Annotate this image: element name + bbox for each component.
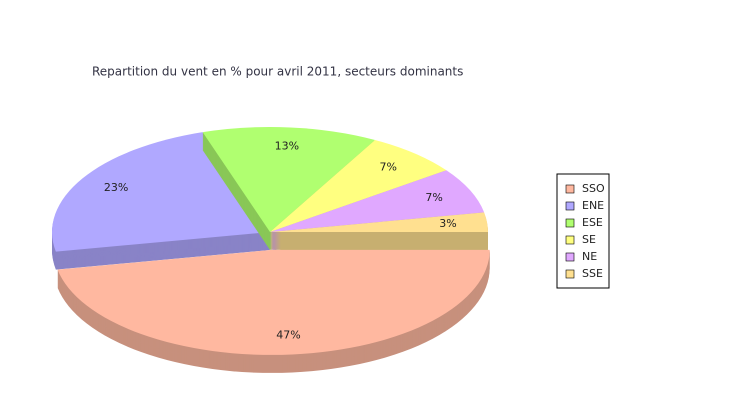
slice bbox=[57, 249, 490, 355]
slice-label: 47% bbox=[276, 329, 300, 342]
legend-label: ESE bbox=[582, 216, 603, 229]
legend-label: SE bbox=[582, 233, 596, 246]
slice bbox=[270, 170, 485, 232]
legend-swatch bbox=[565, 235, 575, 245]
legend-swatch bbox=[565, 218, 575, 228]
legend-swatch bbox=[565, 269, 575, 279]
slice-label: 23% bbox=[104, 181, 128, 194]
slice-label: 3% bbox=[439, 217, 456, 230]
slice bbox=[270, 139, 447, 232]
slice-label: 7% bbox=[379, 160, 396, 173]
legend-label: ENE bbox=[582, 199, 604, 212]
pie: 47% 23% 13% 7% 7% 3% bbox=[51, 127, 490, 373]
legend-swatch bbox=[565, 201, 575, 211]
legend-swatch bbox=[565, 252, 575, 262]
chart-title: Repartition du vent en % pour avril 2011… bbox=[92, 65, 463, 79]
legend: SSO ENE ESE SE NE SSE bbox=[565, 182, 605, 280]
slice bbox=[270, 212, 488, 232]
legend-box bbox=[556, 173, 610, 289]
slice-label: 7% bbox=[425, 191, 442, 204]
slice-label: 13% bbox=[275, 139, 299, 152]
legend-label: NE bbox=[582, 250, 597, 263]
slice bbox=[202, 127, 376, 232]
legend-swatch bbox=[565, 184, 575, 194]
legend-label: SSO bbox=[582, 182, 605, 195]
legend-label: SSE bbox=[582, 267, 603, 280]
